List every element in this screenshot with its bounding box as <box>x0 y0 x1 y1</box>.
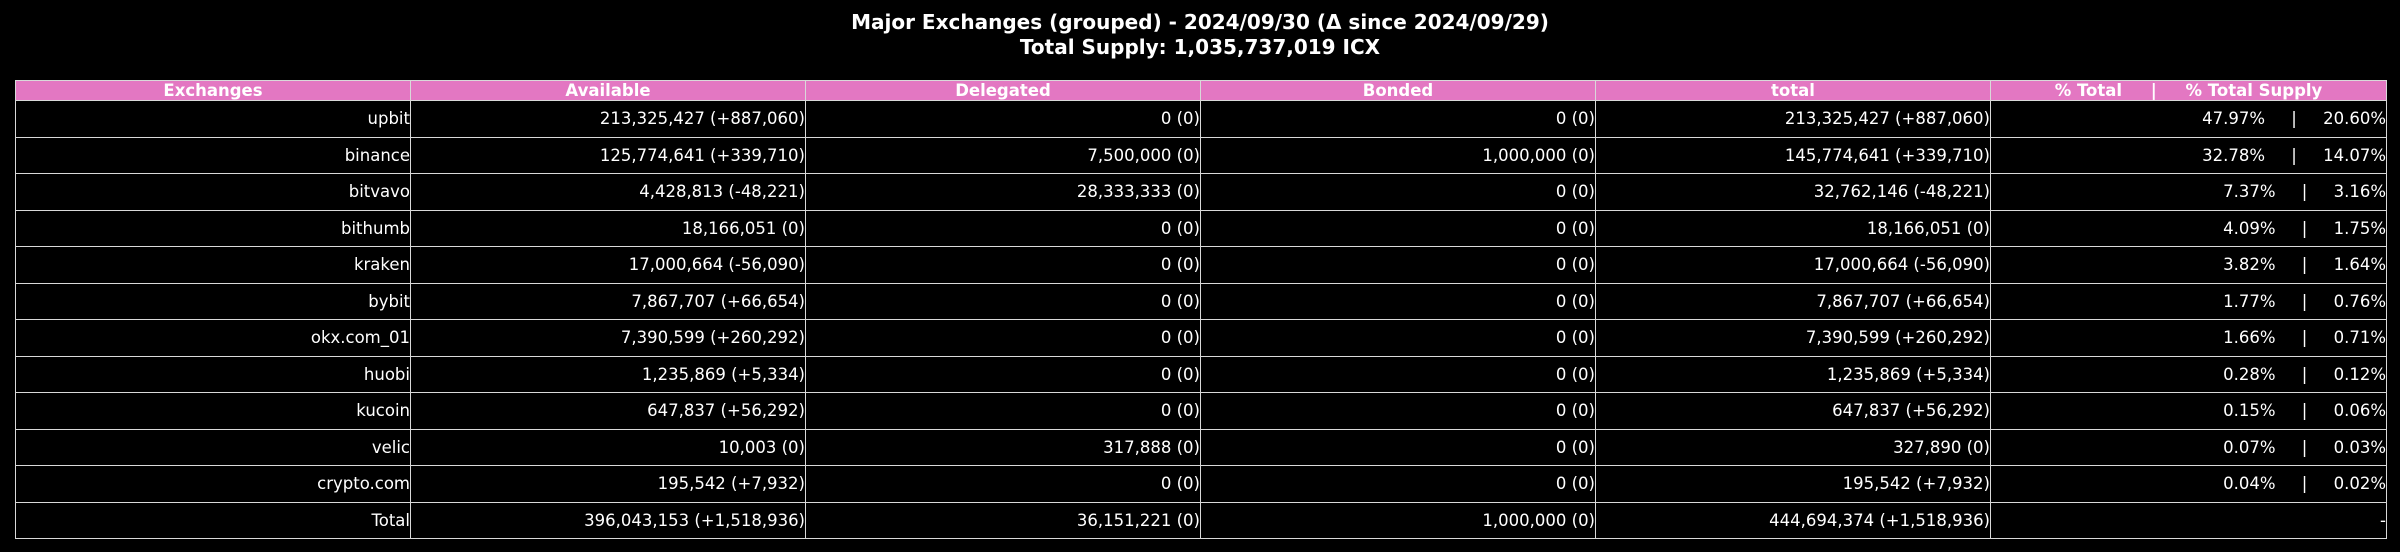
cell-bonded: 0 (0) <box>1200 246 1596 284</box>
cell-available: 7,390,599 (+260,292) <box>410 319 806 357</box>
cell-exchange: okx.com_01 <box>15 319 411 357</box>
chart-title: Major Exchanges (grouped) - 2024/09/30 (… <box>851 10 1549 34</box>
cell-percent: 0.04% | 0.02% <box>1990 465 2387 503</box>
table-row: upbit 213,325,427 (+887,060) 0 (0) 0 (0) 213… <box>15 100 2387 138</box>
cell-delegated: 0 (0) <box>805 246 1201 284</box>
table-row: binance 125,774,641 (+339,710) 7,500,000 (… <box>15 136 2387 174</box>
cell-bonded: 0 (0) <box>1200 100 1596 138</box>
table-row: velic 10,003 (0) 317,888 (0) 0 (0) 327,890 (… <box>15 428 2387 466</box>
cell-exchange: bithumb <box>15 209 411 247</box>
cell-available: 4,428,813 (-48,221) <box>410 173 806 211</box>
table-row: okx.com_01 7,390,599 (+260,292) 0 (0) 0 (0)… <box>15 319 2387 357</box>
cell-total: 444,694,374 (+1,518,936) <box>1595 501 1991 539</box>
cell-available: 17,000,664 (-56,090) <box>410 246 806 284</box>
cell-delegated: 317,888 (0) <box>805 428 1201 466</box>
cell-total: 18,166,051 (0) <box>1595 209 1991 247</box>
cell-bonded: 0 (0) <box>1200 428 1596 466</box>
cell-delegated: 0 (0) <box>805 282 1201 320</box>
exchanges-table: Exchanges Available Delegated Bonded total% … <box>15 80 2387 539</box>
cell-bonded: 1,000,000 (0) <box>1200 501 1596 539</box>
cell-percent: 0.15% | 0.06% <box>1990 392 2387 430</box>
cell-delegated: 0 (0) <box>805 319 1201 357</box>
cell-total: 17,000,664 (-56,090) <box>1595 246 1991 284</box>
header-available: Available <box>410 80 806 101</box>
cell-delegated: 0 (0) <box>805 209 1201 247</box>
cell-percent: - <box>1990 501 2387 539</box>
cell-available: 7,867,707 (+66,654) <box>410 282 806 320</box>
cell-percent: 1.77% | 0.76% <box>1990 282 2387 320</box>
cell-delegated: 7,500,000 (0) <box>805 136 1201 174</box>
table-row: bybit 7,867,707 (+66,654) 0 (0) 0 (0) 7,867,… <box>15 282 2387 320</box>
cell-percent: 4.09% | 1.75% <box>1990 209 2387 247</box>
cell-bonded: 0 (0) <box>1200 282 1596 320</box>
cell-percent: 7.37% | 3.16% <box>1990 173 2387 211</box>
cell-total: 32,762,146 (-48,221) <box>1595 173 1991 211</box>
cell-exchange: bybit <box>15 282 411 320</box>
cell-exchange: bitvavo <box>15 173 411 211</box>
header-bonded: Bonded <box>1200 80 1596 101</box>
cell-bonded: 0 (0) <box>1200 465 1596 503</box>
cell-available: 18,166,051 (0) <box>410 209 806 247</box>
cell-total: 327,890 (0) <box>1595 428 1991 466</box>
cell-percent: 0.07% | 0.03% <box>1990 428 2387 466</box>
cell-available: 1,235,869 (+5,334) <box>410 355 806 393</box>
header-percent-total: % Total | % Total Supply <box>1990 80 2387 101</box>
cell-total: 647,837 (+56,292) <box>1595 392 1991 430</box>
cell-exchange: binance <box>15 136 411 174</box>
cell-bonded: 0 (0) <box>1200 392 1596 430</box>
table-row: kucoin 647,837 (+56,292) 0 (0) 0 (0) 647,837… <box>15 392 2387 430</box>
cell-exchange: Total <box>15 501 411 539</box>
cell-total: 1,235,869 (+5,334) <box>1595 355 1991 393</box>
cell-delegated: 0 (0) <box>805 392 1201 430</box>
cell-available: 10,003 (0) <box>410 428 806 466</box>
cell-total: 145,774,641 (+339,710) <box>1595 136 1991 174</box>
table-body: upbit 213,325,427 (+887,060) 0 (0) 0 (0) 213… <box>15 100 2387 539</box>
header-exchanges: Exchanges <box>15 80 411 101</box>
cell-total: 7,867,707 (+66,654) <box>1595 282 1991 320</box>
table-total-row: Total 396,043,153 (+1,518,936) 36,151,221 … <box>15 501 2387 539</box>
header-total: total <box>1595 80 1991 101</box>
cell-delegated: 28,333,333 (0) <box>805 173 1201 211</box>
cell-percent: 1.66% | 0.71% <box>1990 319 2387 357</box>
cell-bonded: 0 (0) <box>1200 173 1596 211</box>
header-delegated: Delegated <box>805 80 1201 101</box>
cell-available: 396,043,153 (+1,518,936) <box>410 501 806 539</box>
cell-delegated: 0 (0) <box>805 355 1201 393</box>
cell-bonded: 1,000,000 (0) <box>1200 136 1596 174</box>
table-row: kraken 17,000,664 (-56,090) 0 (0) 0 (0) 17,0… <box>15 246 2387 284</box>
cell-exchange: velic <box>15 428 411 466</box>
cell-bonded: 0 (0) <box>1200 209 1596 247</box>
table-header-row: Exchanges Available Delegated Bonded total% … <box>15 80 2387 101</box>
cell-delegated: 36,151,221 (0) <box>805 501 1201 539</box>
cell-exchange: upbit <box>15 100 411 138</box>
cell-percent: 0.28% | 0.12% <box>1990 355 2387 393</box>
cell-delegated: 0 (0) <box>805 465 1201 503</box>
cell-exchange: crypto.com <box>15 465 411 503</box>
table-row: bithumb 18,166,051 (0) 0 (0) 0 (0) 18,166,05… <box>15 209 2387 247</box>
cell-total: 195,542 (+7,932) <box>1595 465 1991 503</box>
cell-percent: 3.82% | 1.64% <box>1990 246 2387 284</box>
cell-available: 213,325,427 (+887,060) <box>410 100 806 138</box>
cell-available: 125,774,641 (+339,710) <box>410 136 806 174</box>
cell-exchange: huobi <box>15 355 411 393</box>
table-row: huobi 1,235,869 (+5,334) 0 (0) 0 (0) 1,235,8… <box>15 355 2387 393</box>
cell-percent: 47.97% | 20.60% <box>1990 100 2387 138</box>
cell-total: 7,390,599 (+260,292) <box>1595 319 1991 357</box>
table-row: bitvavo 4,428,813 (-48,221) 28,333,333 (0)… <box>15 173 2387 211</box>
cell-exchange: kraken <box>15 246 411 284</box>
cell-available: 195,542 (+7,932) <box>410 465 806 503</box>
chart-subtitle: Total Supply: 1,035,737,019 ICX <box>1019 35 1381 59</box>
cell-bonded: 0 (0) <box>1200 355 1596 393</box>
cell-exchange: kucoin <box>15 392 411 430</box>
table-row: crypto.com 195,542 (+7,932) 0 (0) 0 (0) 195,… <box>15 465 2387 503</box>
cell-bonded: 0 (0) <box>1200 319 1596 357</box>
cell-available: 647,837 (+56,292) <box>410 392 806 430</box>
cell-percent: 32.78% | 14.07% <box>1990 136 2387 174</box>
cell-total: 213,325,427 (+887,060) <box>1595 100 1991 138</box>
chart-title-block: Major Exchanges (grouped) - 2024/09/30 (… <box>0 10 2400 60</box>
cell-delegated: 0 (0) <box>805 100 1201 138</box>
